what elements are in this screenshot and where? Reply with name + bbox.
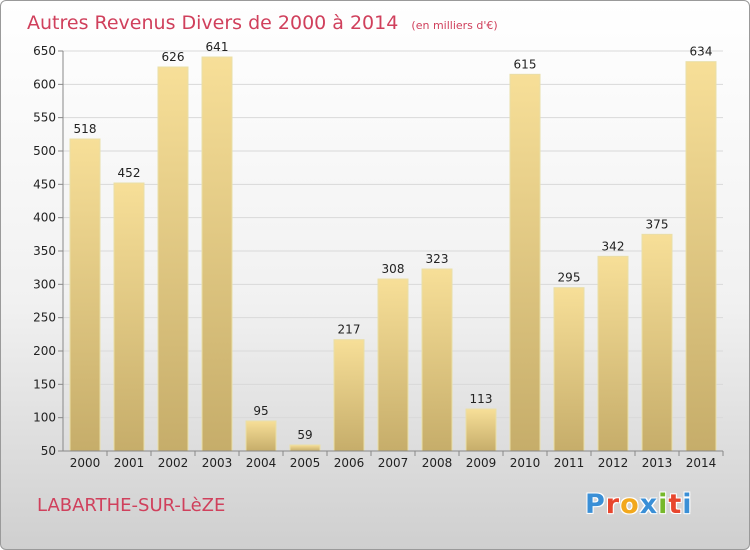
data-labels: 518 452 626 641 95 59 217 308 323 113 615 295 342 375… [74,40,713,442]
commune-name: LABARTHE-SUR-LèZE [37,495,226,516]
bar-2005 [289,444,321,452]
y-tick-label: 400 [33,211,56,225]
x-tick-label: 2003 [202,456,233,470]
logo-letter: x [639,489,659,520]
data-label: 375 [646,217,669,231]
data-label: 342 [602,239,625,253]
logo-letter: o [620,489,640,520]
bar-2004 [245,420,277,452]
bar-2009 [465,408,497,452]
y-tick-label: 350 [33,244,56,258]
logo-letter: t [668,489,683,520]
bar-2013 [641,233,673,452]
x-tick-label: 2000 [70,456,101,470]
y-axis-ticks: 50 100 150 200 250 300 350 400 450 500 550 600 650 [33,44,63,458]
data-label: 217 [338,323,361,337]
bar-2008 [421,268,453,452]
data-label: 634 [690,45,713,59]
x-tick-label: 2002 [158,456,189,470]
y-tick-label: 450 [33,177,56,191]
x-tick-label: 2008 [422,456,453,470]
x-tick-label: 2011 [554,456,585,470]
logo-letter: i [682,489,693,520]
x-tick-label: 2005 [290,456,321,470]
y-tick-label: 200 [33,344,56,358]
logo-letter: P [585,489,606,520]
x-tick-label: 2001 [114,456,145,470]
data-label: 518 [74,122,97,136]
bar-2012 [597,255,629,452]
x-tick-label: 2009 [466,456,497,470]
bar-2007 [377,278,409,452]
y-tick-label: 150 [33,377,56,391]
y-tick-label: 650 [33,44,56,58]
x-tick-label: 2014 [686,456,717,470]
x-tick-label: 2004 [246,456,277,470]
y-tick-label: 50 [41,444,56,458]
proxiti-logo: Proxiti [585,489,693,520]
chart-title: Autres Revenus Divers de 2000 à 2014 (en… [27,12,498,34]
chart-title-text: Autres Revenus Divers de 2000 à 2014 [27,12,398,34]
logo-letter: r [605,489,621,520]
chart-unit-label: (en milliers d'€) [411,19,497,32]
y-tick-label: 600 [33,77,56,91]
x-tick-label: 2010 [510,456,541,470]
data-label: 615 [514,57,537,71]
data-label: 295 [558,271,581,285]
bars [69,56,717,452]
data-label: 113 [470,392,493,406]
data-label: 59 [297,428,312,442]
bar-2011 [553,287,585,452]
bar-2002 [157,66,189,452]
x-tick-label: 2007 [378,456,409,470]
y-tick-label: 500 [33,144,56,158]
bar-2003 [201,56,233,452]
x-tick-label: 2006 [334,456,365,470]
x-tick-label: 2012 [598,456,629,470]
bar-2014 [685,61,717,452]
bar-2001 [113,182,145,452]
x-tick-label: 2013 [642,456,673,470]
y-tick-label: 250 [33,311,56,325]
x-axis-ticks: 2000 2001 2002 2003 2004 2005 2006 2007 2008 2009… [70,451,724,470]
logo-letter: i [658,489,669,520]
bar-2010 [509,73,541,452]
bar-2000 [69,138,101,452]
data-label: 95 [253,404,268,418]
data-label: 452 [118,166,141,180]
data-label: 641 [206,40,229,54]
data-label: 626 [162,50,185,64]
bar-2006 [333,339,365,452]
data-label: 308 [382,262,405,276]
y-tick-label: 550 [33,111,56,125]
y-tick-label: 100 [33,411,56,425]
data-label: 323 [426,252,449,266]
y-tick-label: 300 [33,277,56,291]
